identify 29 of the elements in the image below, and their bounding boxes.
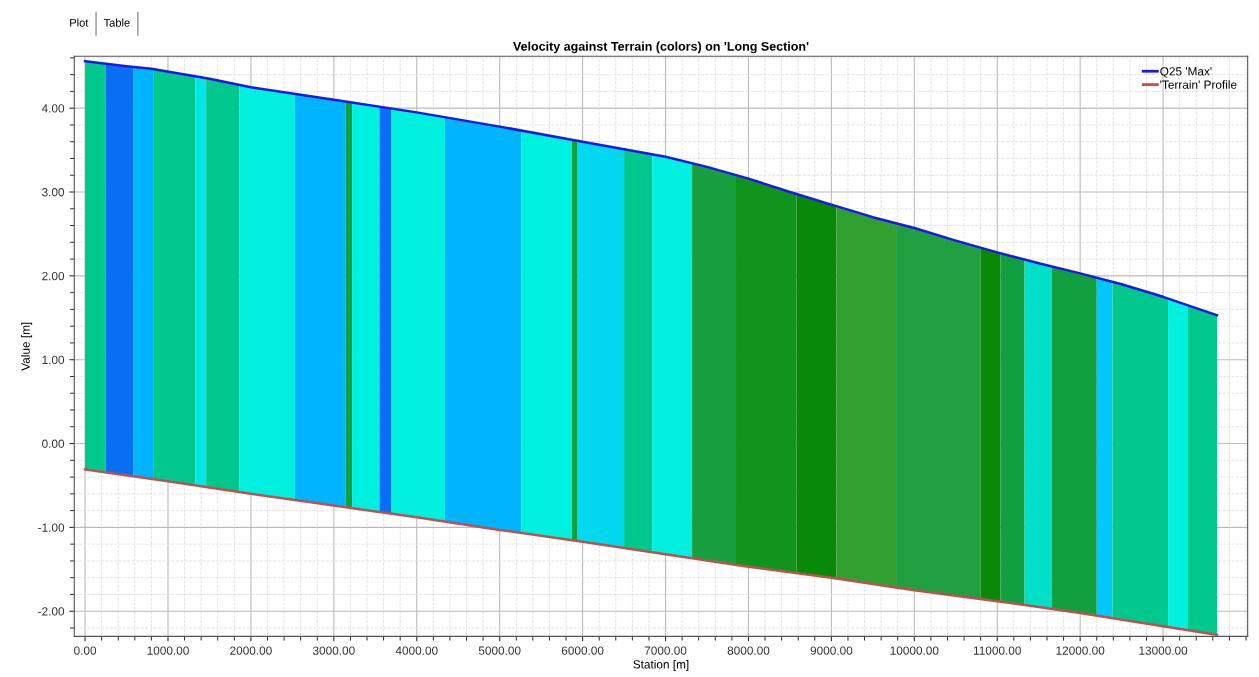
y-tick-label: -1.00 [38,523,65,532]
x-tick-label: 0.00 [74,646,97,655]
y-tick-label: 0.00 [42,439,65,448]
chart-title: Velocity against Terrain (colors) on 'Long Section' [513,41,809,54]
y-tick-label: 1.00 [42,355,65,365]
line-series [83,468,1219,636]
x-tick-label: 2000.00 [230,646,272,655]
text: Plot [70,18,89,27]
x-tick-label: 6000.00 [561,646,604,655]
x-tick-label: 7000.00 [644,646,687,655]
y-tick-label: 4.00 [41,104,65,113]
x-tick-label: 3000.00 [312,646,355,655]
x-axis-title: Station [m] [633,659,689,671]
x-tick-label: 11000.00 [973,646,1021,655]
x-tick-label: 10000.00 [890,646,939,655]
y-tick-label: 2.00 [42,271,65,281]
x-tick-label: 1000.00 [147,646,189,655]
x-tick-label: 5000.00 [478,646,521,655]
x-tick-label: 9000.00 [810,646,853,655]
legend-label: Q25 'Max' [1160,67,1212,78]
x-tick-label: 4000.00 [395,646,438,655]
y-axis-title: Value [m] [21,322,33,371]
x-tick-label: 12000.00 [1056,646,1105,655]
x-tick-label: 13000.00 [1139,646,1188,655]
y-tick-label: 3.00 [42,188,65,197]
text: Table [103,18,130,27]
legend-label: 'Terrain' Profile [1160,80,1237,89]
y-tick-label: -2.00 [38,607,65,616]
x-tick-label: 8000.00 [727,646,770,655]
